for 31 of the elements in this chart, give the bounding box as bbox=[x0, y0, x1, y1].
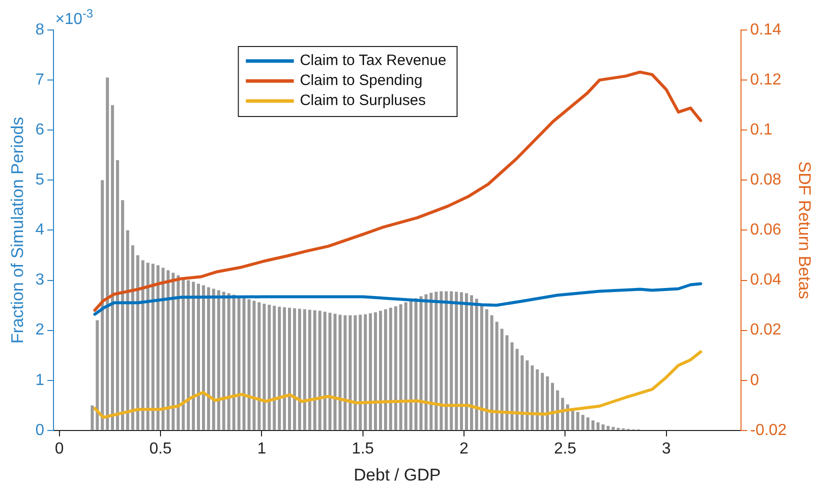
x-tick-label: 0.5 bbox=[149, 440, 172, 458]
y-tick-label: 4 bbox=[35, 222, 44, 239]
y-tick-label: 8 bbox=[35, 21, 44, 38]
legend-label: Claim to Spending bbox=[300, 72, 422, 90]
x-tick-label: 1.5 bbox=[352, 440, 374, 458]
x-axis-title: Debt / GDP bbox=[354, 465, 441, 484]
x-tick-label: 0 bbox=[54, 440, 64, 458]
x-tick-label: 2 bbox=[460, 440, 469, 458]
y2-axis-title: SDF Return Betas bbox=[795, 161, 814, 300]
y2-tick-label: 0.08 bbox=[750, 172, 782, 189]
x-tick-label: 2.5 bbox=[554, 440, 576, 458]
x-tick-label: 3 bbox=[662, 440, 671, 458]
y-tick-label: 6 bbox=[35, 122, 44, 139]
y-tick-label: 1 bbox=[35, 372, 44, 389]
y2-tick-label: 0.1 bbox=[750, 122, 772, 139]
y-tick-label: 0 bbox=[35, 422, 44, 439]
legend-label: Claim to Tax Revenue bbox=[300, 52, 446, 70]
y-tick-label: 3 bbox=[35, 272, 44, 289]
y-tick-label: 7 bbox=[35, 71, 44, 88]
y-axis-title: Fraction of Simulation Periods bbox=[8, 116, 27, 344]
y2-tick-label: -0.02 bbox=[750, 422, 787, 439]
y-tick-label: 5 bbox=[35, 172, 44, 189]
x-tick-label: 1 bbox=[257, 440, 266, 458]
y2-tick-label: 0.12 bbox=[750, 71, 782, 88]
legend-label: Claim to Surpluses bbox=[300, 92, 426, 110]
y2-tick-label: 0 bbox=[750, 372, 760, 389]
y2-tick-label: 0.02 bbox=[750, 322, 782, 339]
y2-tick-label: 0.04 bbox=[750, 272, 782, 289]
y2-tick-label: 0.06 bbox=[750, 222, 782, 239]
y2-tick-label: 0.14 bbox=[750, 21, 782, 38]
y-tick-label: 2 bbox=[35, 322, 44, 339]
